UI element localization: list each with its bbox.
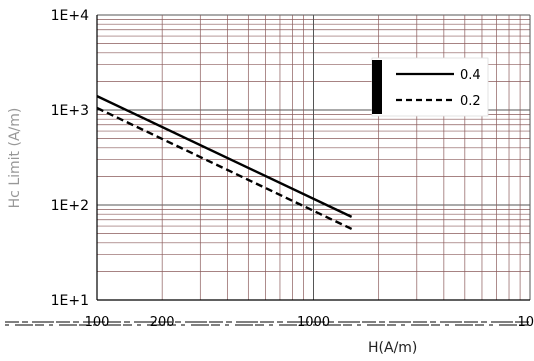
legend-marker-bar [372,60,382,114]
legend-label: 0.2 [460,94,481,109]
y-tick-label: 1E+4 [51,8,89,24]
y-tick-label: 1E+2 [51,198,89,214]
y-tick-label: 1E+1 [51,293,89,309]
y-axis-label: Hc Limit (A/m) [7,107,23,209]
x-axis-label: H(A/m) [368,340,418,356]
legend-label: 0.4 [460,68,481,83]
y-tick-label: 1E+3 [51,103,89,119]
legend: 0.4 0.2 [371,57,489,117]
series-lines [96,95,353,231]
series-line-0-4 [96,95,353,218]
series-line-0-2 [96,106,353,231]
legend-box [371,57,489,117]
